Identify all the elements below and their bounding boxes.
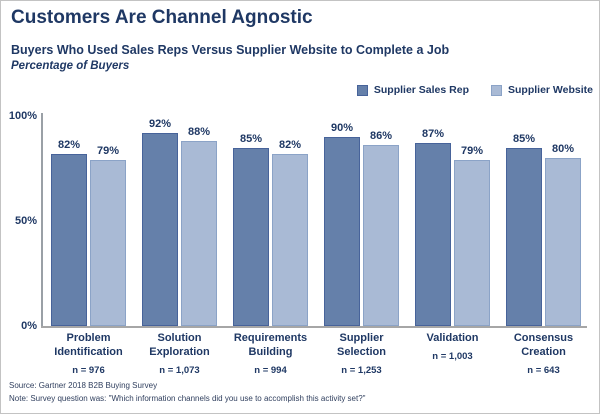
bar-value-label: 79% (96, 145, 120, 158)
category-slot: Consensus Creation n = 643 (498, 332, 589, 376)
bar-value-label: 80% (551, 143, 575, 155)
n-label: n = 976 (72, 364, 105, 376)
bar-value-label: 82% (57, 138, 81, 151)
bar-value-label: 85% (239, 132, 263, 145)
axis-unit-note: Percentage of Buyers (11, 60, 130, 72)
bar-website (454, 160, 490, 326)
page-title: Customers Are Channel Agnostic (11, 7, 313, 28)
category-label: Problem Identification (54, 332, 123, 358)
bar-value-label: 79% (460, 145, 484, 158)
category-label: Solution Exploration (149, 332, 210, 358)
bar-group-supplier-selection: 90% 86% (324, 116, 399, 326)
bar-group-problem-identification: 82% 79% (51, 116, 126, 326)
bar-group-requirements-building: 85% 82% (233, 116, 308, 326)
bar-value-label: 82% (278, 138, 302, 151)
bar-value-label: 88% (187, 126, 211, 139)
bar-value-label: 92% (148, 117, 172, 130)
category-label: Requirements Building (233, 332, 308, 358)
category-label: Supplier Selection (337, 332, 386, 358)
legend-item-sales-rep: Supplier Sales Rep (356, 84, 469, 96)
x-axis-line (41, 326, 587, 328)
n-label: n = 994 (254, 364, 287, 376)
plot-area: 82% 79% 92% 88% (43, 116, 589, 326)
y-axis-tick-0: 0% (21, 320, 37, 332)
bar-sales-rep (506, 147, 542, 326)
category-slot: Validation n = 1,003 (407, 332, 498, 376)
legend-swatch-sales-rep (356, 84, 368, 96)
bar-sales-rep (233, 147, 269, 326)
bar-website (545, 158, 581, 326)
category-slot: Requirements Building n = 994 (225, 332, 316, 376)
bar-sales-rep (142, 132, 178, 326)
bar-website (272, 153, 308, 326)
category-slot: Solution Exploration n = 1,073 (134, 332, 225, 376)
survey-note: Note: Survey question was: "Which inform… (9, 394, 366, 403)
bar-group-validation: 87% 79% (415, 116, 490, 326)
legend-label: Supplier Sales Rep (373, 84, 469, 96)
category-label: Validation (426, 332, 479, 344)
bar-group-solution-exploration: 92% 88% (142, 116, 217, 326)
n-label: n = 1,253 (341, 364, 382, 376)
bar-sales-rep (415, 143, 451, 326)
bar-website (90, 160, 126, 326)
n-label: n = 643 (527, 364, 560, 376)
legend-item-website: Supplier Website (491, 84, 593, 96)
category-axis: Problem Identification n = 976 Solution … (43, 332, 589, 376)
chart-subtitle: Buyers Who Used Sales Reps Versus Suppli… (11, 43, 450, 57)
bar-group-consensus-creation: 85% 80% (506, 116, 581, 326)
bar-sales-rep (324, 137, 360, 326)
legend: Supplier Sales Rep Supplier Website (356, 84, 593, 96)
n-label: n = 1,073 (159, 364, 200, 376)
bar-value-label: 86% (369, 130, 393, 143)
bar-value-label: 87% (421, 128, 445, 141)
y-axis-line (41, 113, 43, 328)
category-slot: Supplier Selection n = 1,253 (316, 332, 407, 376)
bar-value-label: 90% (330, 122, 354, 134)
n-label: n = 1,003 (432, 350, 473, 362)
y-axis-tick-50: 50% (14, 215, 37, 227)
legend-label: Supplier Website (508, 84, 593, 96)
y-axis-tick-100: 100% (8, 110, 37, 122)
bar-website (181, 141, 217, 326)
bar-value-label: 85% (512, 132, 536, 145)
bar-sales-rep (51, 153, 87, 326)
legend-swatch-website (491, 84, 502, 96)
category-slot: Problem Identification n = 976 (43, 332, 134, 376)
category-label: Consensus Creation (513, 332, 574, 358)
bar-website (363, 145, 399, 326)
source-note: Source: Gartner 2018 B2B Buying Survey (9, 381, 158, 390)
